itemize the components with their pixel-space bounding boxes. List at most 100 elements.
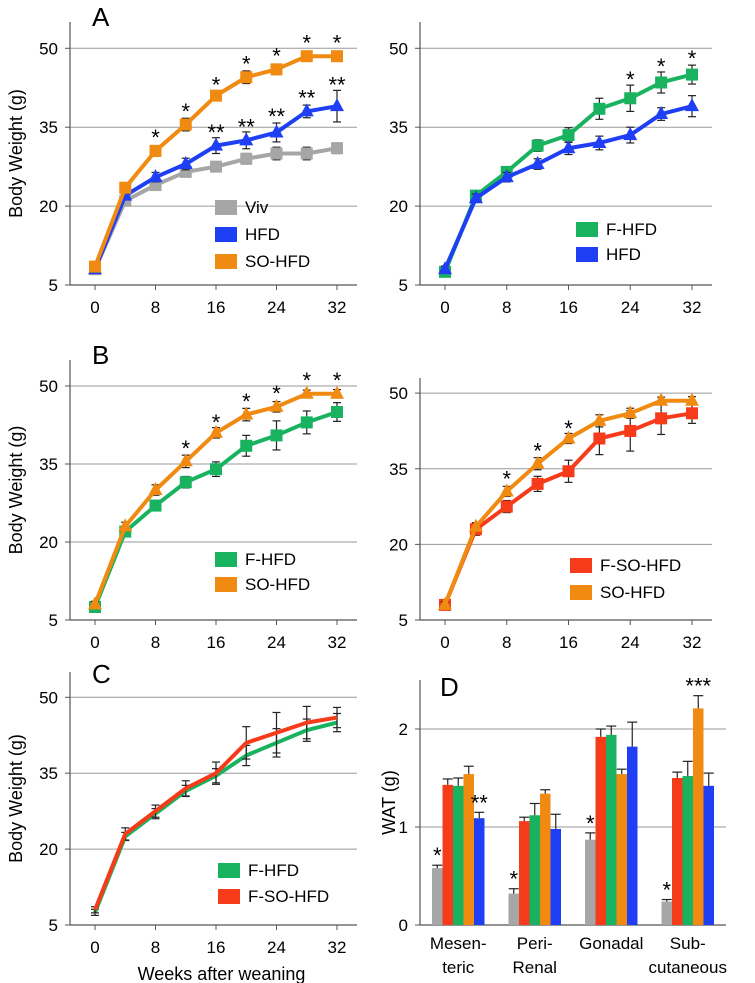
category-label: Sub- xyxy=(670,934,706,953)
x-tick-label: 0 xyxy=(90,298,99,317)
point-HFD xyxy=(468,190,483,204)
significance-mark: * xyxy=(181,436,190,461)
point-F-HFD xyxy=(270,429,283,442)
significance-mark: * xyxy=(564,416,573,441)
panel-label: D xyxy=(440,672,459,702)
y-tick-label: 20 xyxy=(39,533,58,552)
point-HFD xyxy=(561,140,576,154)
legend-label: SO-HFD xyxy=(245,575,310,594)
point-F-HFD xyxy=(655,76,668,89)
bar-SO-HFD xyxy=(693,708,704,925)
panel-label: B xyxy=(92,340,109,370)
series-line-F-HFD xyxy=(93,720,338,914)
point-F-SO-HFD xyxy=(500,500,513,513)
significance-mark: * xyxy=(533,439,542,464)
bar-SO-HFD xyxy=(540,793,551,925)
significance-mark: * xyxy=(626,67,635,92)
panel-B: 5 20 35 50 0 8 16 24 32 * * * * * * F-HFD SO-HFD B Body We… xyxy=(6,340,357,652)
y-tick-label: 50 xyxy=(389,384,408,403)
point-SO-HFD xyxy=(468,518,483,532)
significance-mark: * xyxy=(433,843,442,868)
legend-swatch xyxy=(215,552,237,567)
x-tick-label: 32 xyxy=(328,633,347,652)
y-tick-label: 50 xyxy=(39,39,58,58)
y-tick-label: 35 xyxy=(39,455,58,474)
panel-C: 5 20 35 50 0 8 16 24 32 F-HFD F-SO-HFD C Body Weight… xyxy=(6,659,357,983)
category-label: Peri- xyxy=(517,934,553,953)
x-tick-label: 8 xyxy=(502,633,511,652)
category-label: Mesen- xyxy=(430,934,487,953)
bar-HFD xyxy=(474,818,485,925)
point-SO-HFD xyxy=(179,118,192,131)
y-axis-title: Body Weight (g) xyxy=(6,89,26,218)
point-SO-HFD xyxy=(623,405,638,419)
point-SO-HFD xyxy=(654,392,669,406)
significance-mark: * xyxy=(272,44,281,69)
significance-mark: * xyxy=(151,125,160,150)
bar-F-HFD xyxy=(606,734,617,925)
x-tick-label: 24 xyxy=(621,633,640,652)
significance-mark: * xyxy=(657,54,666,79)
point-HFD xyxy=(178,156,193,170)
significance-mark: ** xyxy=(328,72,346,97)
point-Viv xyxy=(270,147,283,160)
category-label: teric xyxy=(442,958,475,977)
point-Viv xyxy=(300,147,313,160)
x-tick-label: 16 xyxy=(207,938,226,957)
point-HFD xyxy=(269,124,284,138)
point-SO-HFD xyxy=(119,181,132,194)
point-HFD xyxy=(530,156,545,170)
point-SO-HFD xyxy=(561,430,576,444)
y-tick-label: 50 xyxy=(39,688,58,707)
bar-F-HFD xyxy=(682,776,693,925)
significance-mark: * xyxy=(688,46,697,71)
y-tick-label: 20 xyxy=(39,840,58,859)
y-tick-label: 5 xyxy=(399,276,408,295)
point-HFD xyxy=(438,261,452,275)
significance-mark: * xyxy=(333,368,342,393)
y-tick-label: 20 xyxy=(389,197,408,216)
point-F-HFD xyxy=(593,102,606,115)
point-SO-HFD xyxy=(499,483,514,497)
point-F-HFD xyxy=(149,499,162,512)
series-line-F-SO-HFD xyxy=(93,715,338,911)
point-SO-HFD xyxy=(118,518,133,532)
point-HFD xyxy=(623,127,638,141)
bar-Viv xyxy=(432,868,443,925)
point-F-HFD xyxy=(331,406,343,418)
bar-SO-HFD xyxy=(463,774,474,925)
legend-label: F-SO-HFD xyxy=(248,887,329,906)
panel-D: 0 1 2 Mesen-teric Peri- Renal Gonadal Sub-cutan… xyxy=(379,672,727,977)
point-HFD xyxy=(592,134,607,148)
significance-mark: * xyxy=(302,368,311,393)
point-HFD xyxy=(330,98,344,112)
x-tick-label: 24 xyxy=(267,298,286,317)
y-axis-title: Body Weight (g) xyxy=(6,426,26,555)
bar-Viv xyxy=(508,893,519,925)
legend-label: SO-HFD xyxy=(600,583,665,602)
legend-label: F-SO-HFD xyxy=(600,556,681,575)
x-tick-label: 24 xyxy=(621,298,640,317)
point-HFD xyxy=(148,169,163,183)
x-tick-label: 8 xyxy=(151,633,160,652)
y-tick-label: 5 xyxy=(49,276,58,295)
point-HFD xyxy=(654,106,669,120)
category-label: cutaneous xyxy=(649,958,727,977)
point-F-SO-HFD xyxy=(531,477,544,490)
point-F-HFD xyxy=(562,129,575,142)
x-tick-label: 8 xyxy=(502,298,511,317)
y-tick-label: 20 xyxy=(389,535,408,554)
point-SO-HFD xyxy=(240,71,253,84)
y-tick-label: 50 xyxy=(39,377,58,396)
point-HFD xyxy=(685,98,699,112)
point-SO-HFD xyxy=(148,482,163,495)
panel-label: A xyxy=(92,2,110,32)
x-tick-label: 0 xyxy=(440,633,449,652)
significance-mark: * xyxy=(509,867,518,892)
bar-Viv xyxy=(585,839,596,925)
point-SO-HFD xyxy=(209,424,223,438)
y-tick-label: 35 xyxy=(39,118,58,137)
y-tick-label: 35 xyxy=(389,118,408,137)
significance-mark: * xyxy=(502,466,511,491)
point-F-HFD xyxy=(179,476,192,489)
